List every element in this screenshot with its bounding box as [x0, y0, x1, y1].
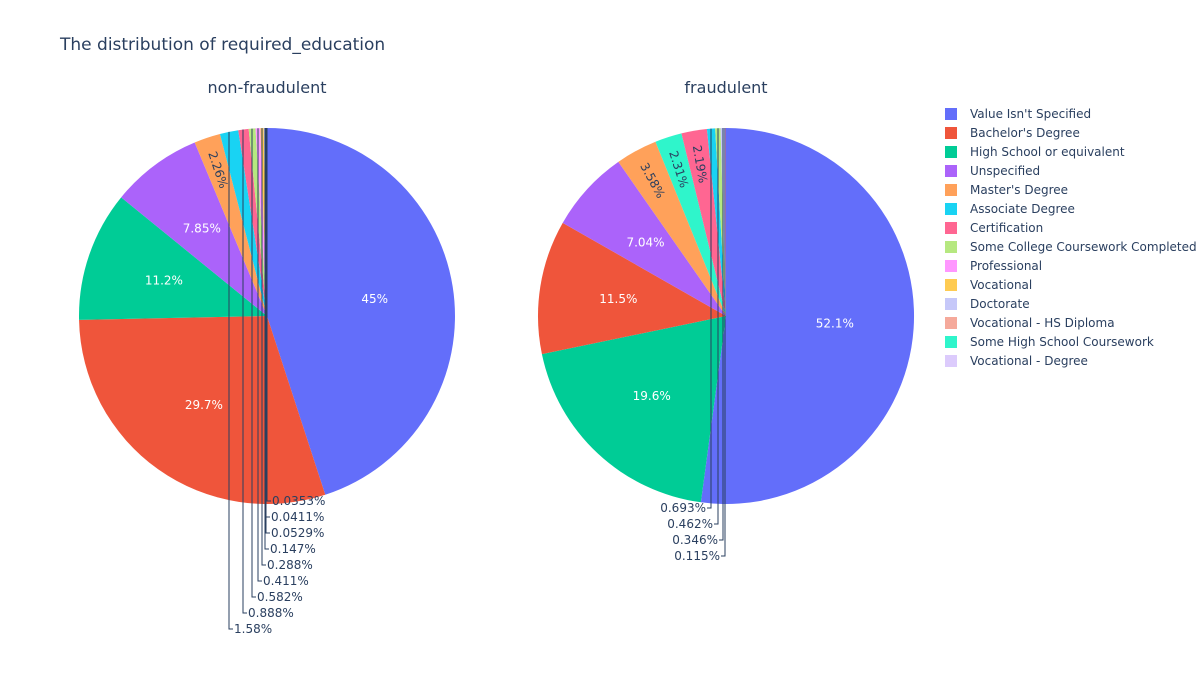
pie-slice-unspecified[interactable]: [562, 161, 726, 316]
legend-label: Professional: [970, 259, 1042, 273]
leader-line: [266, 128, 271, 502]
slice-label-outside: 0.0529%: [271, 526, 324, 540]
leader-line: [251, 128, 256, 598]
slice-label: 7.04%: [626, 236, 664, 250]
slice-label: 29.7%: [185, 398, 223, 412]
legend-swatch: [945, 146, 957, 158]
pie-slice-certification[interactable]: [238, 128, 267, 316]
slice-label: 19.6%: [633, 389, 671, 403]
leader-line: [242, 129, 247, 614]
pie-slice-associate-degree[interactable]: [706, 128, 726, 316]
slice-label-outside: 0.0411%: [271, 510, 324, 524]
slice-label-outside: 1.58%: [234, 622, 272, 636]
legend-item-vocational[interactable]: Vocational: [945, 278, 1032, 292]
leader-line: [264, 128, 269, 550]
legend-item-high-school-or-equivalent[interactable]: High School or equivalent: [945, 145, 1125, 159]
legend-label: Doctorate: [970, 297, 1030, 311]
pie-slice-some-high-school-coursework[interactable]: [655, 133, 726, 316]
legend-item-unspecified[interactable]: Unspecified: [945, 164, 1040, 178]
legend-label: Bachelor's Degree: [970, 126, 1080, 140]
slice-label: 52.1%: [816, 316, 854, 330]
legend-label: Value Isn't Specified: [970, 107, 1091, 121]
legend-item-vocational-hs-diploma[interactable]: Vocational - HS Diploma: [945, 316, 1115, 330]
pie-slice-value-isn-t-specified[interactable]: [267, 128, 455, 495]
pie-slice-unspecified[interactable]: [121, 142, 267, 316]
leader-line: [261, 128, 266, 566]
legend-swatch: [945, 184, 957, 196]
slice-label: 11.2%: [145, 274, 183, 288]
pie-slice-certification[interactable]: [681, 128, 726, 316]
chart-title: The distribution of required_education: [59, 35, 385, 55]
slice-label-outside: 0.0353%: [272, 494, 325, 508]
legend-item-value-isn-t-specified[interactable]: Value Isn't Specified: [945, 107, 1091, 121]
legend-label: Vocational - Degree: [970, 354, 1088, 368]
leader-line: [228, 131, 233, 630]
leader-line: [257, 128, 262, 582]
pie-slice-master-s-degree[interactable]: [194, 133, 267, 316]
leader-line: [714, 128, 719, 525]
pie-fraudulent: 52.1%19.6%11.5%7.04%3.58%2.31%2.19%0.693…: [538, 127, 915, 563]
legend-swatch: [945, 127, 957, 139]
slice-label-outside: 0.888%: [248, 606, 294, 620]
legend-item-vocational-degree[interactable]: Vocational - Degree: [945, 354, 1088, 368]
legend-swatch: [945, 203, 957, 215]
pie-slice-bachelor-s-degree[interactable]: [79, 316, 326, 504]
pie-slice-high-school-or-equivalent[interactable]: [79, 197, 267, 320]
slice-label-outside: 0.462%: [667, 517, 713, 531]
slice-label-outside: 0.115%: [674, 549, 720, 563]
legend-label: Some College Coursework Completed: [970, 240, 1197, 254]
legend-label: Vocational: [970, 278, 1032, 292]
pie-slice-master-s-degree[interactable]: [618, 141, 726, 316]
legend-swatch: [945, 336, 957, 348]
legend-swatch: [945, 279, 957, 291]
legend-label: Certification: [970, 221, 1043, 235]
legend-item-professional[interactable]: Professional: [945, 259, 1042, 273]
pie-slice-bachelor-s-degree[interactable]: [538, 222, 726, 355]
legend-label: Some High School Coursework: [970, 335, 1154, 349]
slice-label: 11.5%: [599, 292, 637, 306]
slice-label-outside: 0.411%: [263, 574, 309, 588]
leader-line: [721, 128, 726, 557]
legend-item-certification[interactable]: Certification: [945, 221, 1043, 235]
legend-swatch: [945, 355, 957, 367]
slice-label-outside: 0.288%: [267, 558, 313, 572]
legend-item-doctorate[interactable]: Doctorate: [945, 297, 1030, 311]
slice-label-outside: 0.693%: [660, 501, 706, 515]
legend-label: Vocational - HS Diploma: [970, 316, 1115, 330]
legend-swatch: [945, 298, 957, 310]
slice-label-outside: 0.582%: [257, 590, 303, 604]
legend-label: Associate Degree: [970, 202, 1075, 216]
legend-swatch: [945, 165, 957, 177]
legend-swatch: [945, 260, 957, 272]
pie-slice-high-school-or-equivalent[interactable]: [541, 316, 726, 503]
legend-item-bachelor-s-degree[interactable]: Bachelor's Degree: [945, 126, 1080, 140]
slice-label: 45%: [361, 292, 388, 306]
pie-non-fraudulent: 45%29.7%11.2%7.85%2.26%0.0353%0.0411%0.0…: [79, 127, 455, 636]
legend-label: Master's Degree: [970, 183, 1068, 197]
legend-item-master-s-degree[interactable]: Master's Degree: [945, 183, 1068, 197]
subplot-title-fraudulent: fraudulent: [684, 78, 767, 97]
pie-slice-value-isn-t-specified[interactable]: [700, 127, 915, 504]
legend-swatch: [945, 222, 957, 234]
slice-label-outside: 0.346%: [672, 533, 718, 547]
legend: Value Isn't Specified Bachelor's Degree Hi…: [945, 107, 1197, 368]
leader-line: [707, 128, 712, 509]
subplot-title-non-fraudulent: non-fraudulent: [208, 78, 327, 97]
legend-label: High School or equivalent: [970, 145, 1125, 159]
slice-label: 2.19%: [690, 144, 710, 184]
slice-label-outside: 0.147%: [270, 542, 316, 556]
slice-label: 7.85%: [183, 222, 221, 236]
leader-line: [265, 128, 270, 534]
legend-item-some-high-school-coursework[interactable]: Some High School Coursework: [945, 335, 1154, 349]
legend-item-associate-degree[interactable]: Associate Degree: [945, 202, 1075, 216]
legend-label: Unspecified: [970, 164, 1040, 178]
legend-item-some-college-coursework-completed[interactable]: Some College Coursework Completed: [945, 240, 1197, 254]
leader-line: [719, 128, 724, 541]
legend-swatch: [945, 108, 957, 120]
legend-swatch: [945, 241, 957, 253]
legend-swatch: [945, 317, 957, 329]
